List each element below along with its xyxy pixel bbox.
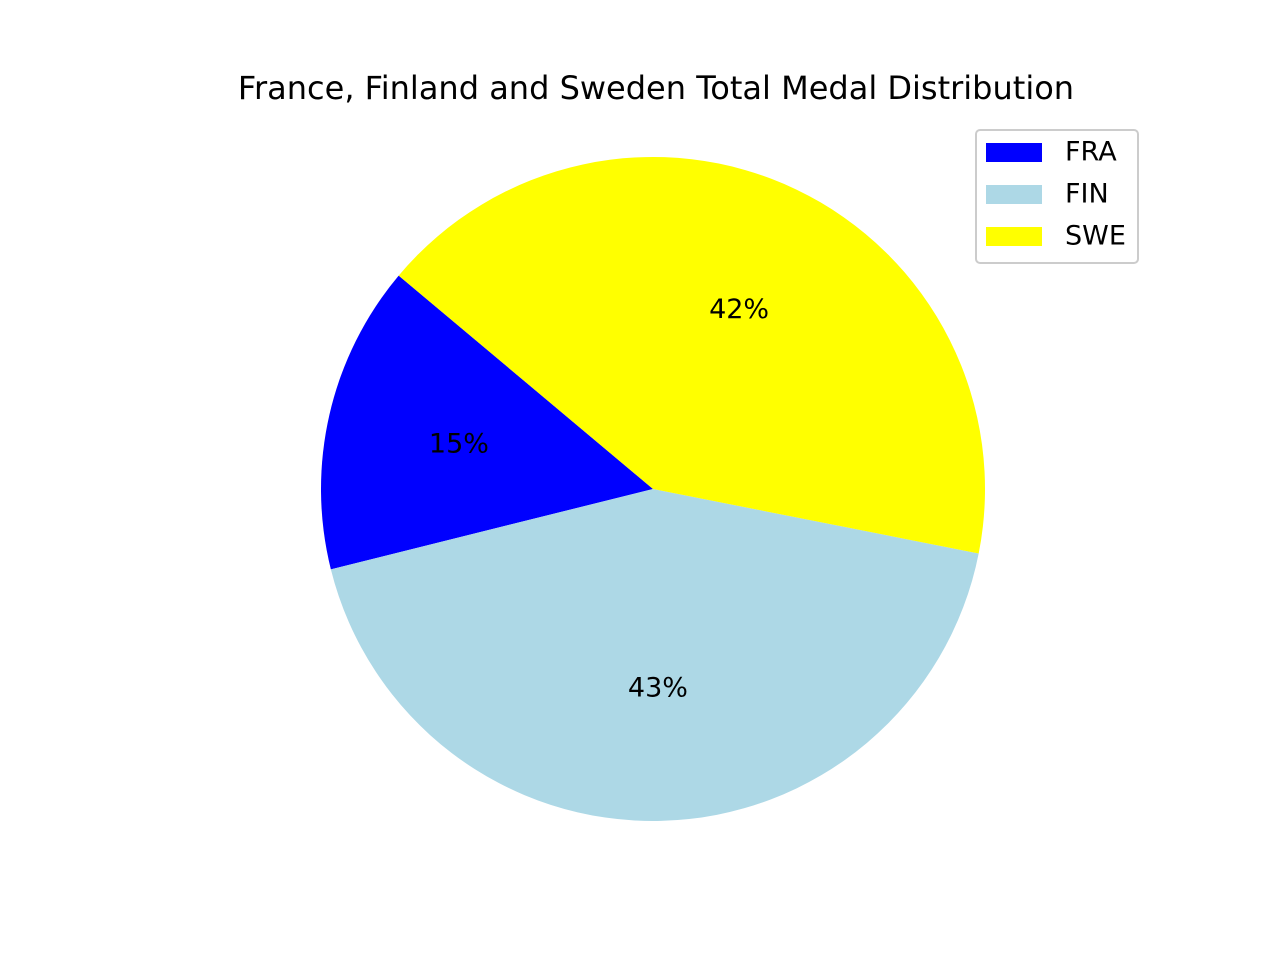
legend: FRA FIN SWE: [975, 129, 1139, 264]
legend-swatch-fin: [986, 185, 1042, 204]
pie-slice-fin: [330, 489, 979, 822]
pie-slices: [320, 156, 986, 822]
legend-label-swe: SWE: [1065, 221, 1126, 252]
slice-label-swe: 42%: [709, 294, 769, 325]
legend-swatch-swe: [986, 227, 1042, 246]
chart-title: France, Finland and Sweden Total Medal D…: [238, 69, 1074, 107]
pie-slice-labels: 15% 43% 42%: [429, 294, 769, 704]
slice-label-fin: 43%: [628, 673, 688, 704]
legend-label-fra: FRA: [1065, 137, 1117, 168]
pie-slice-swe: [398, 156, 986, 554]
legend-label-fin: FIN: [1065, 179, 1109, 210]
legend-swatch-fra: [986, 143, 1042, 162]
pie-slice-fra: [320, 275, 653, 570]
slice-label-fra: 15%: [429, 429, 489, 460]
